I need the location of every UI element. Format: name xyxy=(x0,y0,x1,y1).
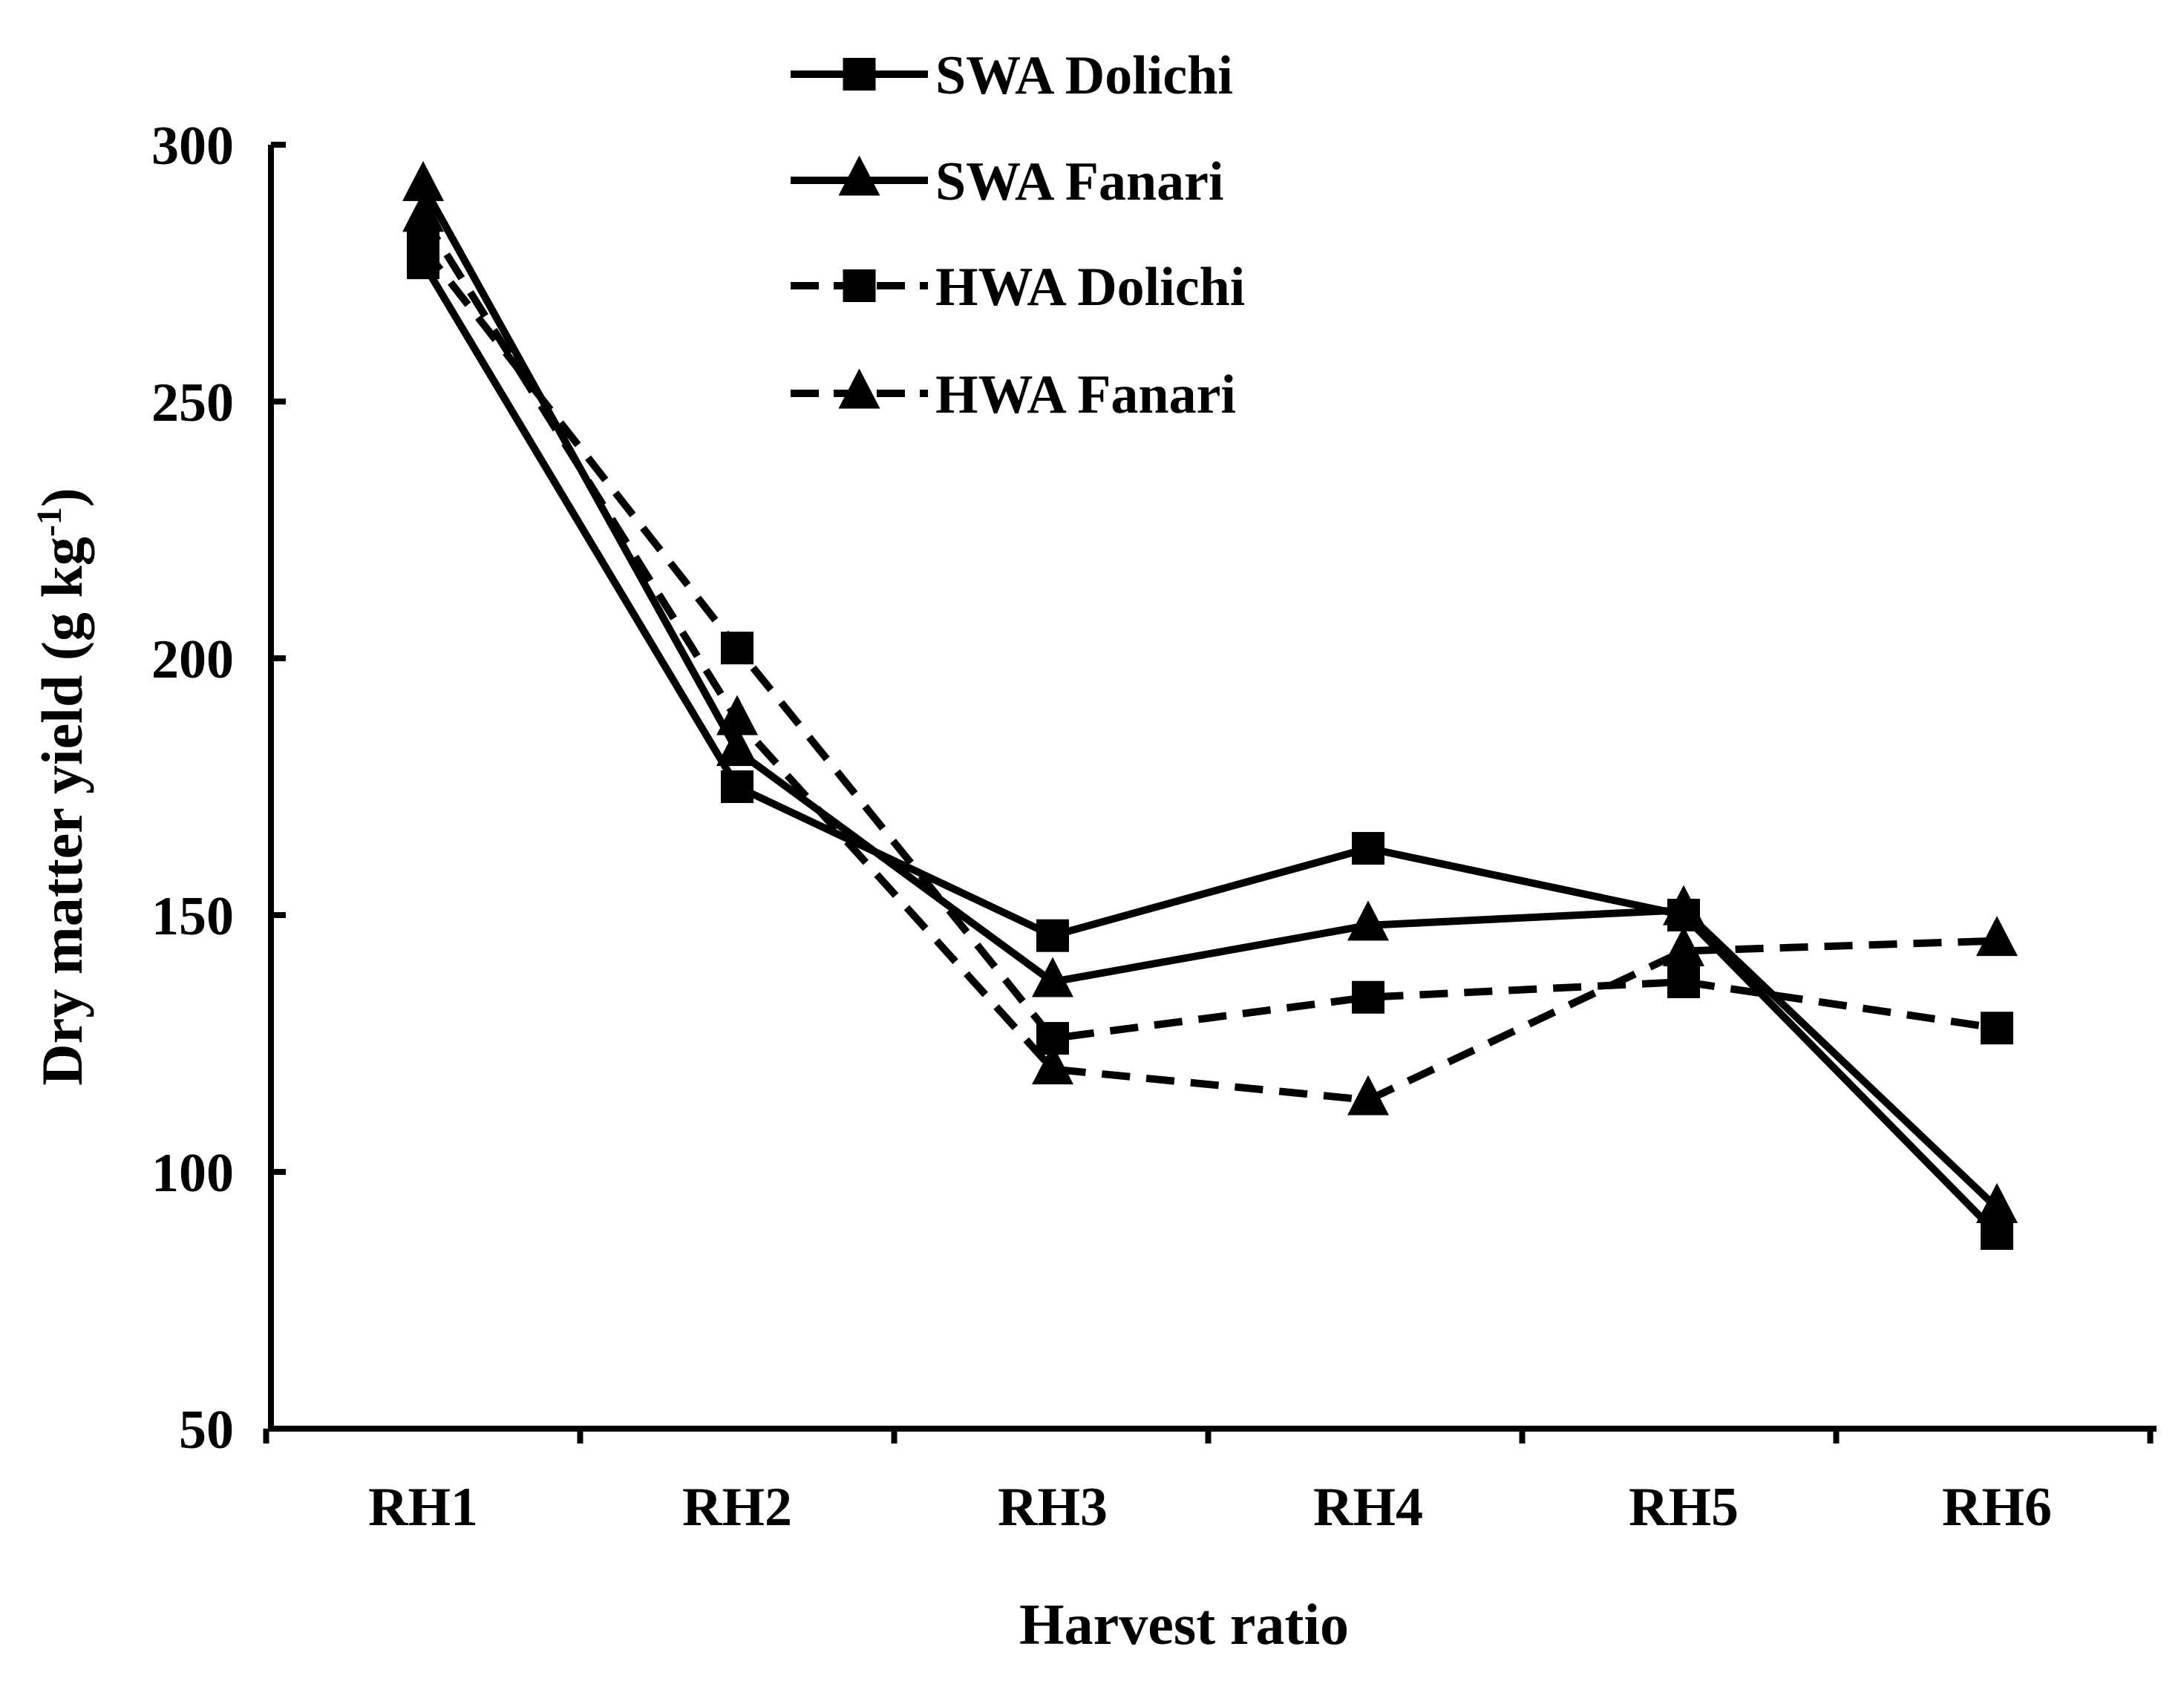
x-axis-title: Harvest ratio xyxy=(1019,1592,1349,1657)
data-point xyxy=(1032,957,1073,997)
legend-item: HWA Dolichi xyxy=(791,257,1245,318)
legend-marker xyxy=(843,58,876,91)
series-line xyxy=(419,214,1998,1104)
legend-marker xyxy=(843,269,876,302)
legend-label: SWA Fanari xyxy=(935,151,1224,212)
legend-item: HWA Fanari xyxy=(791,364,1236,425)
legend-item: SWA Fanari xyxy=(791,151,1224,212)
y-tick-label: 150 xyxy=(151,886,234,947)
data-point xyxy=(716,695,758,735)
x-tick-label: RH1 xyxy=(368,1477,478,1538)
data-point xyxy=(1032,1044,1073,1085)
legend-label: HWA Dolichi xyxy=(935,257,1245,318)
y-tick-label: 250 xyxy=(151,373,234,433)
legend-item: SWA Dolichi xyxy=(791,45,1233,106)
y-tick-label: 50 xyxy=(179,1400,234,1461)
y-axis-title: Dry matter yield (g kg-1) xyxy=(30,488,94,1085)
data-point xyxy=(1347,1075,1389,1115)
y-axis-title-close: ) xyxy=(30,488,94,507)
legend: SWA Dolichi SWA Fanari HWA Dolichi HWA Fana… xyxy=(791,45,1245,425)
data-point xyxy=(1036,919,1069,952)
data-point xyxy=(1663,885,1704,925)
legend-label: HWA Fanari xyxy=(935,364,1236,425)
x-tick-label: RH3 xyxy=(998,1477,1108,1538)
legend-label: SWA Dolichi xyxy=(935,45,1233,106)
data-point xyxy=(1976,1182,2018,1223)
data-point xyxy=(716,726,758,767)
x-tick-label: RH5 xyxy=(1629,1477,1739,1538)
x-tick-label: RH2 xyxy=(682,1477,792,1538)
y-tick-label: 300 xyxy=(151,116,234,177)
data-point xyxy=(1352,980,1384,1014)
data-point xyxy=(1347,900,1389,941)
y-tick-label: 200 xyxy=(151,629,234,690)
data-point xyxy=(1663,925,1704,966)
data-point xyxy=(402,160,444,201)
legend-marker xyxy=(838,155,880,196)
axes: 50 100 150 200 250 300 RH1 RH2 RH3 RH4 RH5 RH6 xyxy=(151,116,2157,1538)
y-axis-title-sup: -1 xyxy=(30,507,69,537)
x-tick-label: RH6 xyxy=(1942,1477,2052,1538)
series-swa-fanari xyxy=(402,160,2018,1223)
data-point xyxy=(721,770,753,803)
legend-marker xyxy=(838,368,880,409)
series-line xyxy=(419,260,2000,1236)
series-layer xyxy=(402,160,2018,1251)
x-tick-label: RH4 xyxy=(1313,1477,1423,1538)
series-line xyxy=(420,245,1998,1043)
data-point xyxy=(721,632,753,665)
y-tick-label: 100 xyxy=(151,1143,234,1204)
data-point xyxy=(1981,1012,2013,1045)
data-point xyxy=(402,191,444,232)
data-point xyxy=(1352,832,1384,865)
y-axis-title-main: Dry matter yield (g kg xyxy=(30,537,94,1085)
data-point xyxy=(1976,916,2018,957)
data-point xyxy=(1667,965,1700,998)
series-hwa-dolichi xyxy=(407,231,2013,1055)
series-hwa-fanari xyxy=(402,191,2018,1115)
series-line xyxy=(419,183,2000,1211)
